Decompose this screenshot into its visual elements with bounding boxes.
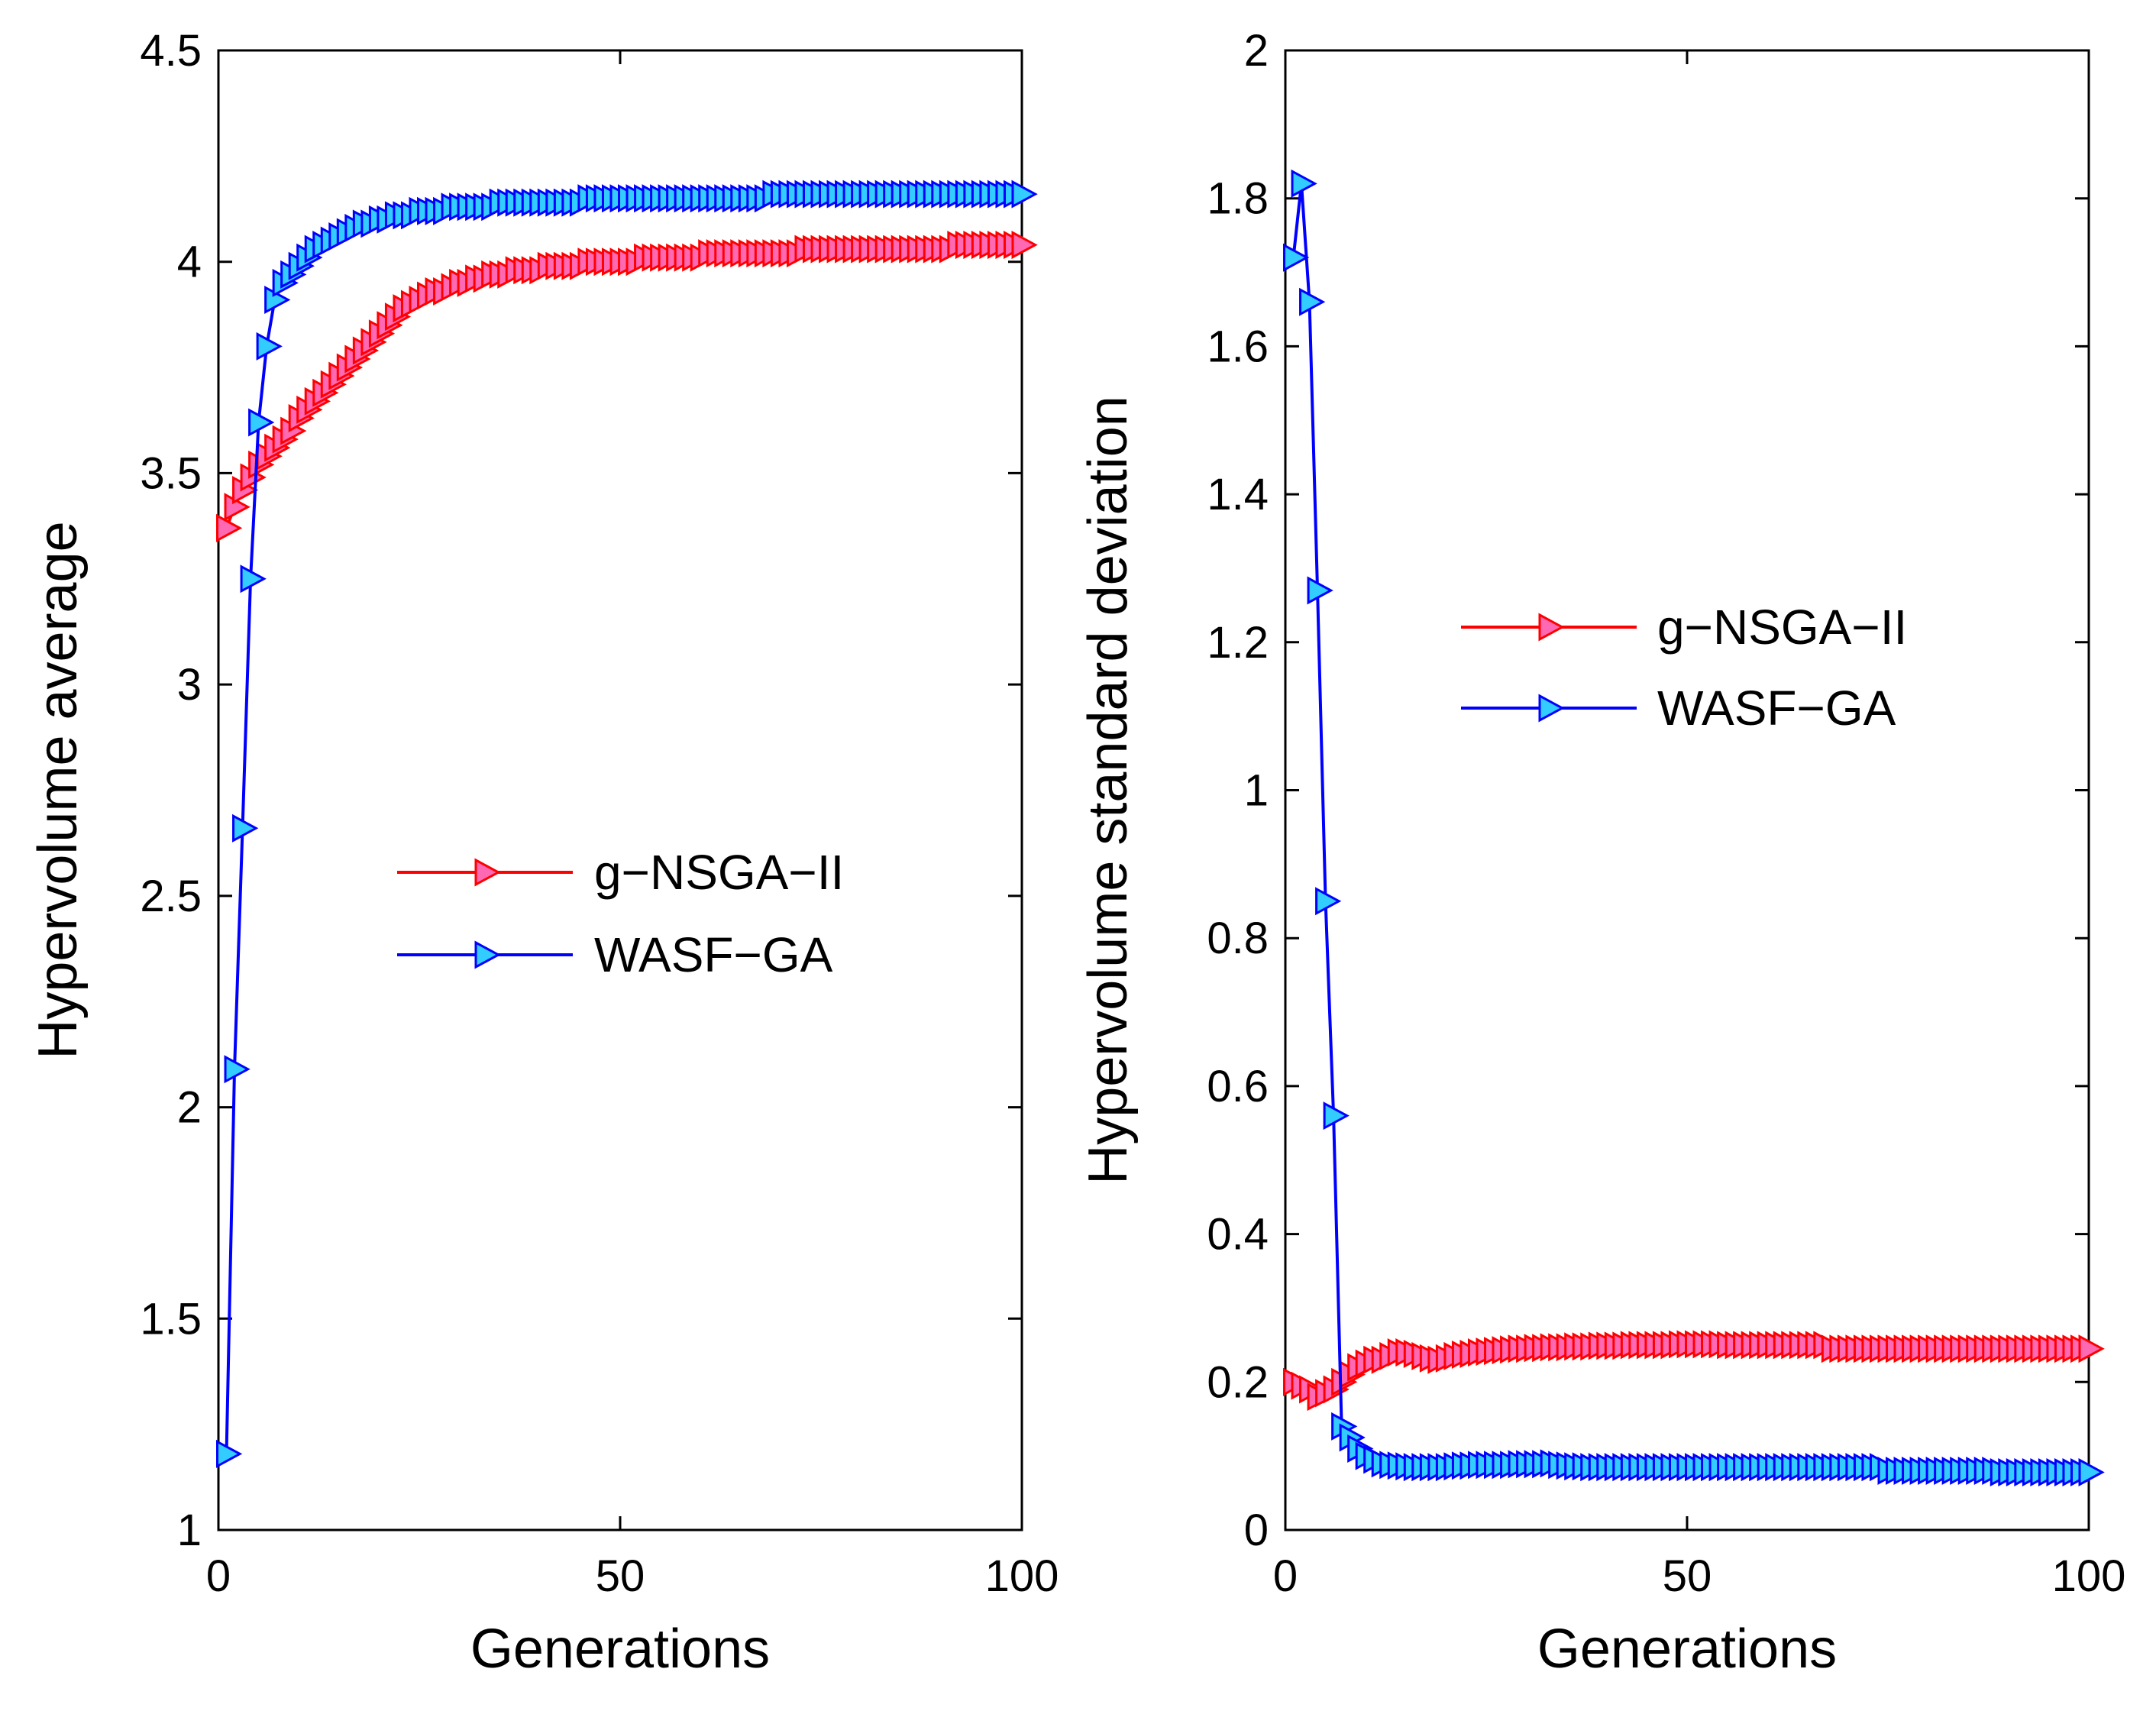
- y-axis-label: Hypervolume standard deviation: [1078, 396, 1139, 1185]
- y-tick-label: 4.5: [140, 26, 202, 76]
- data-point: [1307, 576, 1333, 605]
- legend-marker: [474, 858, 501, 887]
- data-point: [1299, 287, 1326, 316]
- data-point: [1291, 169, 1317, 198]
- series-g-nsga-ii: [216, 231, 1038, 542]
- x-axis-label: Generations: [470, 1619, 770, 1680]
- series-line: [225, 243, 1022, 529]
- legend-marker: [474, 940, 501, 969]
- legend-marker: [1538, 694, 1565, 723]
- legend-item: g−NSGA−II: [1461, 600, 1907, 655]
- series-wasf-ga: [1283, 169, 2105, 1486]
- x-tick-label: 100: [2052, 1551, 2126, 1601]
- legend-marker: [1538, 613, 1565, 642]
- x-tick-label: 100: [985, 1551, 1059, 1601]
- data-point: [216, 513, 243, 542]
- series-line: [225, 192, 1022, 1454]
- data-point: [1323, 1101, 1350, 1130]
- x-tick-label: 0: [206, 1551, 231, 1601]
- legend-label: g−NSGA−II: [1657, 600, 1907, 655]
- data-point: [232, 813, 259, 843]
- data-point: [2078, 1334, 2105, 1363]
- legend-item: g−NSGA−II: [397, 845, 844, 900]
- x-axis-label: Generations: [1537, 1619, 1837, 1680]
- y-tick-label: 0.2: [1207, 1357, 1269, 1407]
- x-tick-label: 50: [596, 1551, 645, 1601]
- legend-item: WASF−GA: [1461, 681, 1896, 736]
- chart-hypervolume-average: 1 1.5 2 2.5 3 3.5 4 4.5 0 50 100 Generations Hypervo…: [27, 26, 1059, 1680]
- legend-label: WASF−GA: [594, 927, 833, 982]
- legend-label: g−NSGA−II: [594, 845, 844, 900]
- y-tick-label: 3: [177, 660, 202, 710]
- x-tick-label: 0: [1273, 1551, 1298, 1601]
- data-point: [240, 564, 267, 594]
- y-tick-label: 1: [1244, 766, 1269, 816]
- y-tick-label: 2: [177, 1083, 202, 1133]
- data-point: [2078, 1457, 2105, 1486]
- y-tick-label: 0.6: [1207, 1062, 1269, 1111]
- y-tick-label: 1.6: [1207, 322, 1269, 371]
- data-point: [1315, 887, 1342, 916]
- y-tick-label: 1.4: [1207, 470, 1269, 519]
- series-line: [1291, 183, 2089, 1474]
- x-tick-label: 50: [1663, 1551, 1712, 1601]
- series-g-nsga-ii: [1283, 1330, 2105, 1412]
- y-tick-label: 2.5: [140, 872, 202, 921]
- legend-label: WASF−GA: [1657, 681, 1896, 736]
- data-point: [1011, 180, 1038, 209]
- y-tick-label: 3.5: [140, 448, 202, 498]
- y-tick-label: 0.8: [1207, 914, 1269, 963]
- y-tick-label: 0: [1244, 1506, 1269, 1555]
- y-tick-label: 4: [177, 238, 202, 287]
- data-point: [1011, 231, 1038, 260]
- chart-hypervolume-std-deviation: 0 0.2 0.4 0.6 0.8 1 1.2 1.4 1.6 1.8 2 0 50 100 Generat…: [1078, 26, 2125, 1680]
- y-axis-label: Hypervolume average: [27, 521, 89, 1059]
- legend: g−NSGA−II WASF−GA: [397, 845, 844, 982]
- y-tick-label: 2: [1244, 26, 1269, 76]
- y-tick-label: 1.5: [140, 1294, 202, 1344]
- y-tick-label: 1.2: [1207, 618, 1269, 668]
- y-tick-label: 1.8: [1207, 174, 1269, 224]
- y-tick-label: 1: [177, 1506, 202, 1555]
- data-point: [224, 1055, 251, 1084]
- legend-item: WASF−GA: [397, 927, 833, 982]
- axes-box: [1284, 49, 2090, 1531]
- y-tick-label: 0.4: [1207, 1210, 1269, 1260]
- series-wasf-ga: [216, 180, 1038, 1468]
- legend: g−NSGA−II WASF−GA: [1461, 600, 1907, 736]
- data-point: [1283, 243, 1310, 272]
- data-point: [256, 332, 283, 361]
- data-point: [216, 1439, 243, 1468]
- data-point: [248, 408, 275, 437]
